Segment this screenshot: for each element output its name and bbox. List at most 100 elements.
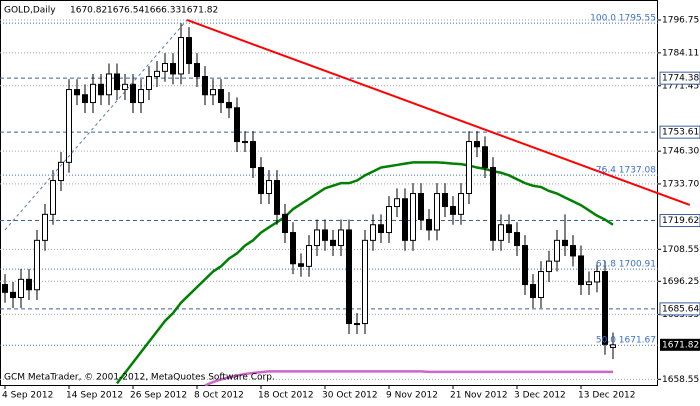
candle-body — [602, 271, 608, 345]
candle-body — [82, 94, 88, 104]
candle-body — [114, 73, 120, 91]
candle-body — [410, 193, 416, 241]
candle-body — [298, 263, 304, 267]
candle-body — [170, 63, 176, 75]
grid — [0, 19, 661, 380]
current-price-box — [660, 338, 700, 351]
candle-body — [98, 83, 104, 96]
trendline — [186, 19, 691, 206]
candle-body — [514, 232, 520, 247]
candle-body — [122, 83, 128, 91]
candle-body — [42, 213, 48, 241]
candle-body — [434, 193, 440, 231]
candle-body — [162, 63, 168, 72]
candle-body — [242, 141, 248, 144]
candle-body — [282, 213, 288, 234]
candle-body — [474, 141, 480, 148]
trendline — [4, 19, 188, 231]
candle-body — [138, 89, 144, 104]
x-tick-label: 3 Dec 2012 — [514, 391, 566, 401]
candle-body — [322, 229, 328, 241]
candle-body — [554, 239, 560, 262]
candle-body — [482, 146, 488, 169]
candle-body — [562, 239, 568, 247]
candle-body — [250, 141, 256, 169]
level-label: 1685.64 — [662, 304, 699, 314]
candle-body — [530, 284, 536, 299]
candle-body — [466, 141, 472, 195]
candle-body — [210, 89, 216, 96]
candle-body — [402, 198, 408, 241]
candle-body — [266, 180, 272, 195]
trendlines — [4, 19, 691, 231]
candle-body — [274, 180, 280, 215]
candle-body — [426, 219, 432, 231]
x-tick-label: 21 Nov 2012 — [450, 391, 508, 401]
indicators — [116, 161, 614, 386]
candle-body — [506, 224, 512, 234]
candle-body — [194, 63, 200, 78]
candle-body — [18, 278, 24, 299]
x-tick-label: 30 Oct 2012 — [322, 391, 378, 401]
y-tick-label: 1796.75 — [662, 15, 699, 25]
candle-body — [570, 245, 576, 257]
level-label: 1774.38 — [662, 74, 699, 84]
candle-body — [354, 323, 360, 326]
candle-body — [58, 161, 64, 182]
y-tick-label: 1771.45 — [662, 81, 699, 91]
y-tick-label: 1784.11 — [662, 48, 699, 58]
candle-body — [202, 76, 208, 96]
fib-label: 76.4 1737.08 — [596, 166, 656, 176]
x-tick-label: 14 Sep 2012 — [66, 391, 123, 401]
x-tick-label: 13 Dec 2012 — [578, 391, 636, 401]
level-box — [659, 125, 700, 139]
candle-body — [458, 193, 464, 215]
candle-body — [442, 193, 448, 208]
y-tick-label: 1708.55 — [662, 245, 699, 255]
candle-body — [306, 245, 312, 267]
candle-body — [538, 271, 544, 299]
x-tick-label: 4 Sep 2012 — [2, 391, 53, 401]
candle-body — [146, 76, 152, 91]
x-tick-label: 8 Oct 2012 — [194, 391, 244, 401]
x-tick-label: 18 Oct 2012 — [258, 391, 314, 401]
candle-body — [490, 167, 496, 241]
header-value: 1676.54 — [107, 6, 144, 16]
plot-frame — [0, 0, 658, 386]
header-value: 1666.33 — [144, 6, 181, 16]
footer: GCM MetaTrader, © 2001-2012, MetaQuotes … — [4, 373, 275, 383]
candle-body — [370, 224, 376, 241]
indicator-line — [204, 370, 613, 386]
x-tick-label: 26 Sep 2012 — [130, 391, 187, 401]
candle-body — [338, 229, 344, 247]
fib-label: 50.0 1671.67 — [596, 336, 656, 346]
y-tick-label: 1696.25 — [662, 277, 699, 287]
fib-label: 100.0 1795.55 — [590, 14, 656, 24]
level-box — [659, 71, 700, 85]
level-label: 1719.62 — [662, 216, 699, 226]
labels: 1796.75 1784.11 1771.45 1746.30 1733.70 1708.… — [2, 14, 700, 401]
candle-body — [386, 206, 392, 234]
level-box — [659, 214, 700, 228]
level-label: 1753.61 — [662, 128, 699, 138]
candle-body — [186, 37, 192, 65]
current-price-label: 1671.82 — [662, 340, 699, 350]
candle-body — [362, 239, 368, 325]
candle-body — [586, 281, 592, 286]
candle-body — [578, 255, 584, 286]
candle-body — [74, 89, 80, 96]
candle-body — [2, 284, 8, 293]
y-tick-label: 1746.30 — [662, 147, 699, 157]
candle-body — [178, 37, 184, 75]
candle-body — [90, 83, 96, 104]
candle-body — [218, 89, 224, 104]
candle-body — [258, 167, 264, 195]
header-value: 1671.82 — [181, 6, 218, 16]
candle-body — [330, 239, 336, 247]
candle-body — [394, 198, 400, 208]
candle-body — [594, 271, 600, 283]
header-value: 1670.82 — [70, 6, 107, 16]
candle-body — [546, 260, 552, 273]
